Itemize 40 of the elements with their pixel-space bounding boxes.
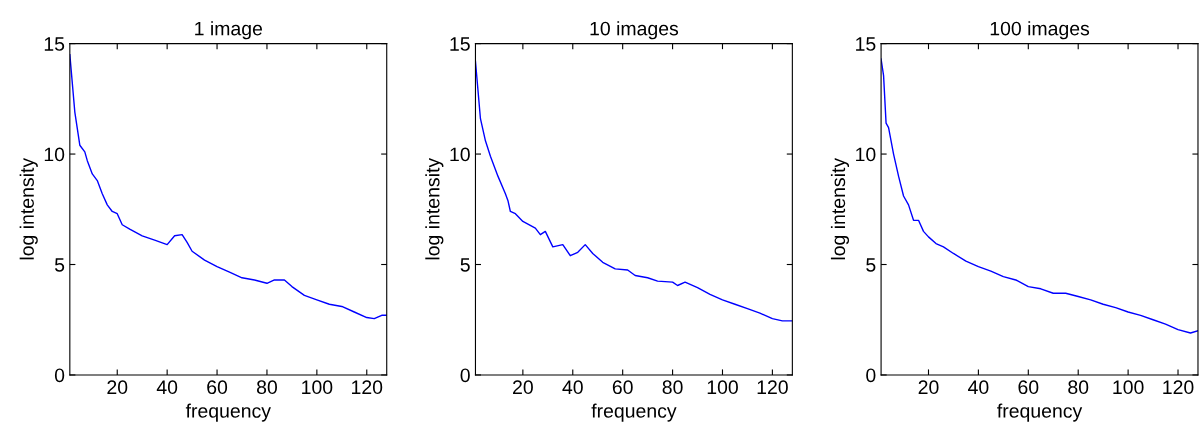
- x-tick-label: 20: [107, 380, 128, 395]
- x-tick-label: 60: [207, 380, 228, 395]
- x-tick-label: 20: [513, 380, 533, 395]
- y-tick-label: 15: [44, 37, 65, 51]
- y-tick-label: 0: [866, 368, 876, 383]
- x-tick-label: 40: [968, 380, 989, 395]
- y-tick-label: 0: [54, 368, 65, 383]
- x-tick-label: 100: [707, 380, 738, 395]
- x-tick-label: 20: [918, 380, 939, 395]
- x-tick-label: 80: [1068, 380, 1089, 395]
- chart-title: 100 images: [990, 21, 1090, 40]
- y-tick-label: 5: [460, 258, 470, 272]
- y-tick-label: 10: [44, 147, 65, 162]
- chart-title: 1 image: [195, 21, 263, 40]
- x-tick-label: 100: [302, 380, 333, 395]
- chart-title: 10 images: [590, 21, 679, 40]
- y-tick-label: 0: [460, 368, 470, 383]
- y-tick-label: 15: [450, 37, 470, 51]
- x-tick-label: 60: [612, 380, 633, 395]
- x-axis-title: frequency: [997, 403, 1083, 422]
- y-tick-label: 10: [450, 147, 470, 162]
- x-tick-label: 40: [156, 380, 178, 395]
- x-tick-label: 120: [352, 380, 383, 395]
- x-axis-title: frequency: [591, 403, 677, 422]
- x-tick-label: 80: [662, 380, 683, 395]
- x-tick-label: 40: [562, 380, 583, 395]
- y-tick-label: 5: [866, 258, 876, 272]
- x-tick-label: 100: [1113, 380, 1144, 395]
- x-axis-title: frequency: [185, 403, 271, 422]
- line-series: [69, 53, 387, 320]
- y-tick-label: 10: [856, 147, 876, 162]
- y-axis-title: log intensity: [830, 157, 850, 260]
- y-tick-label: 5: [54, 258, 65, 272]
- x-tick-label: 60: [1018, 380, 1039, 395]
- y-axis-title: log intensity: [19, 157, 38, 260]
- x-tick-label: 120: [1163, 380, 1194, 395]
- y-axis-title: log intensity: [425, 157, 444, 260]
- y-tick-label: 15: [856, 37, 876, 51]
- x-tick-label: 120: [757, 380, 788, 395]
- x-tick-label: 80: [256, 380, 278, 395]
